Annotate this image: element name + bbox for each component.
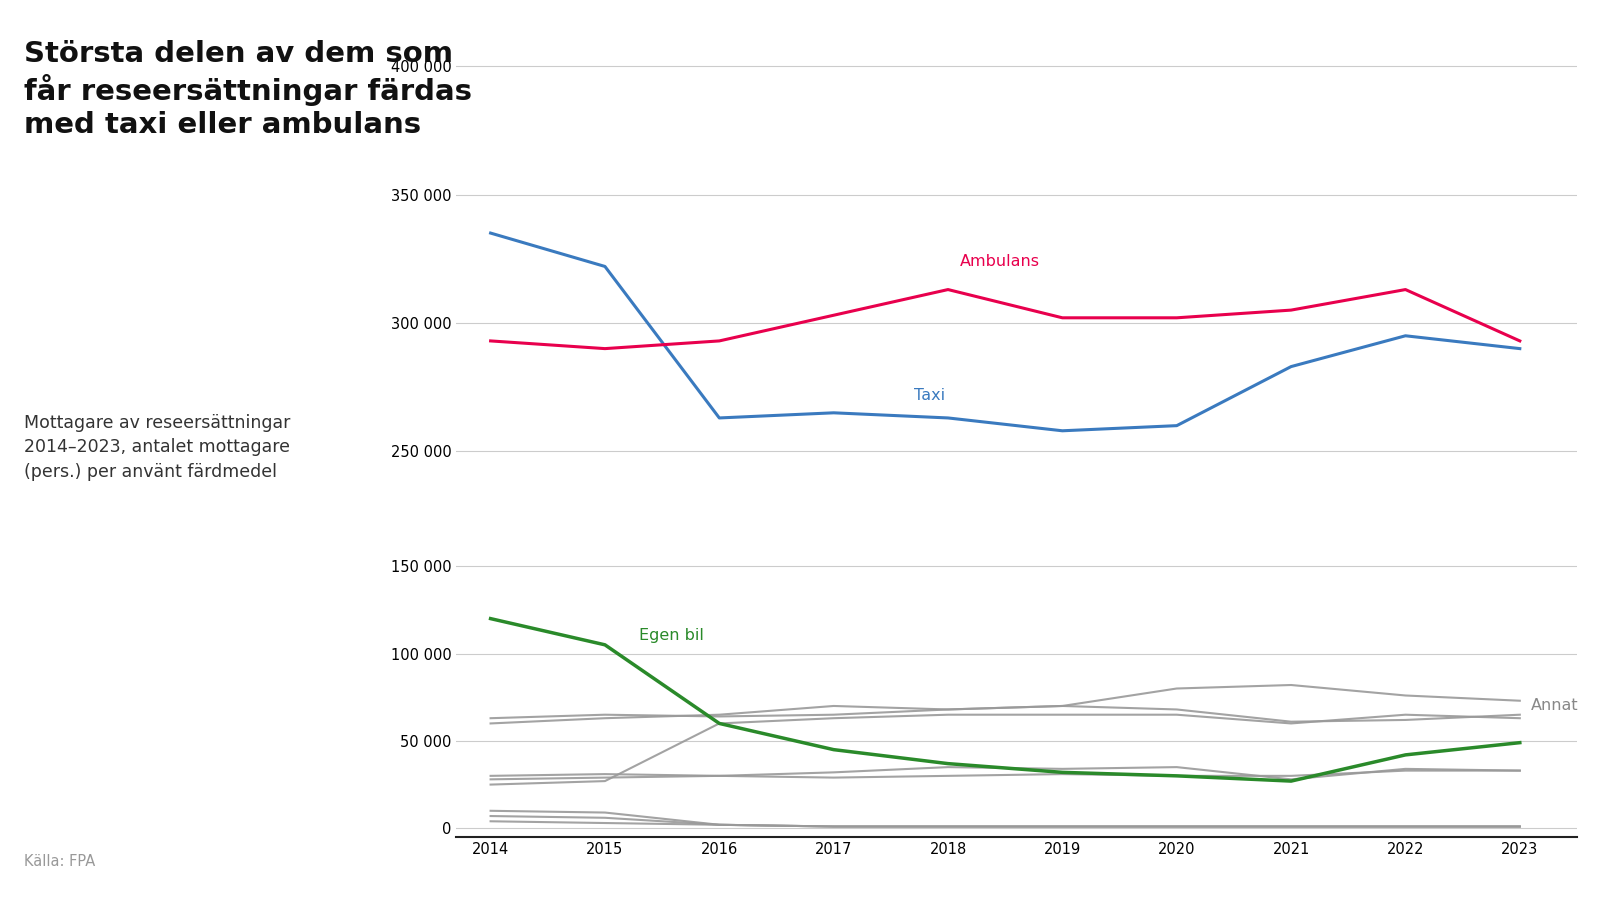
Text: Ambulans: Ambulans [959,255,1039,269]
Text: Egen bil: Egen bil [639,627,704,643]
Text: Annat: Annat [1531,698,1579,714]
Text: Källa: FPA: Källa: FPA [24,853,96,868]
Text: Mottagare av reseersättningar
2014–2023, antalet mottagare
(pers.) per använt fä: Mottagare av reseersättningar 2014–2023,… [24,414,290,481]
Text: Största delen av dem som
får reseersättningar färdas
med taxi eller ambulans: Största delen av dem som får reseersättn… [24,40,472,140]
Text: Taxi: Taxi [914,388,945,403]
